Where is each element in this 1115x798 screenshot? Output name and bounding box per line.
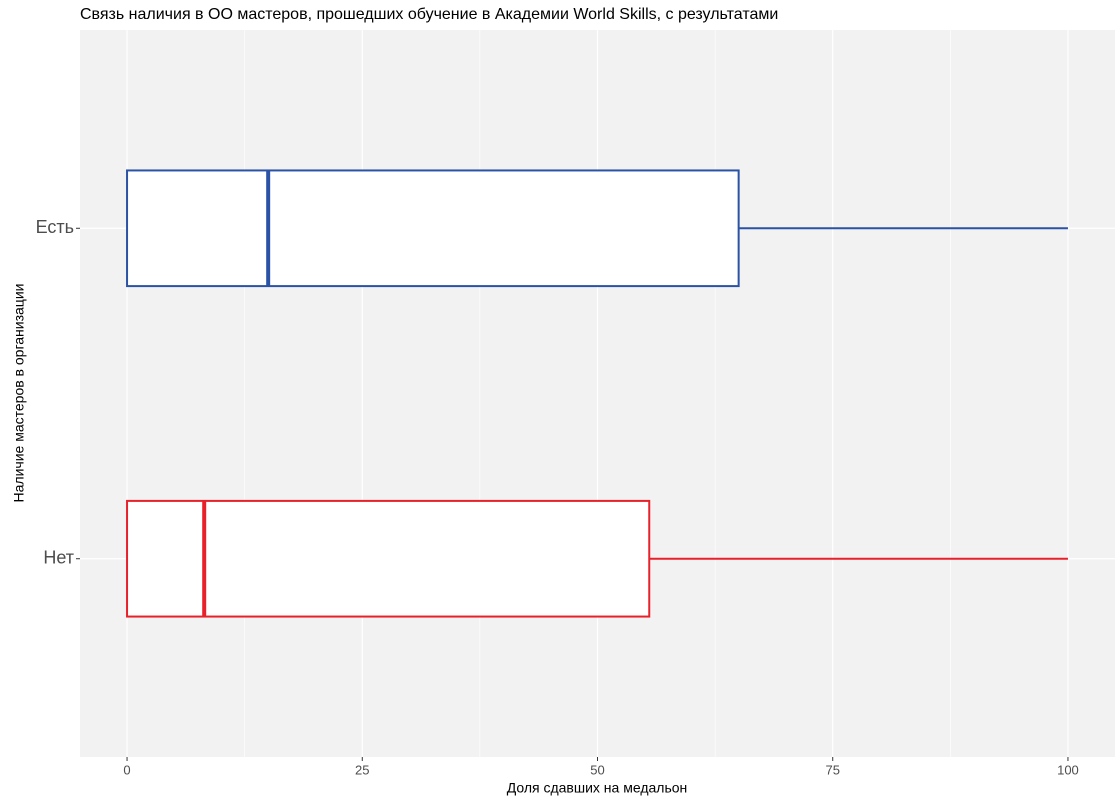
x-tick-label: 75 xyxy=(825,762,839,777)
y-axis-label: Наличие мастеров в организации xyxy=(11,284,27,503)
x-axis-label: Доля сдавших на медальон xyxy=(507,780,688,796)
x-tick-label: 0 xyxy=(123,762,130,777)
y-tick-label: Есть xyxy=(36,217,74,237)
x-tick-label: 100 xyxy=(1057,762,1079,777)
y-tick-label: Нет xyxy=(43,547,74,567)
chart-title: Связь наличия в ОО мастеров, прошедших о… xyxy=(80,6,778,23)
box xyxy=(126,169,740,288)
x-tick-label: 25 xyxy=(355,762,369,777)
box xyxy=(126,499,651,618)
x-tick-label: 50 xyxy=(590,762,604,777)
